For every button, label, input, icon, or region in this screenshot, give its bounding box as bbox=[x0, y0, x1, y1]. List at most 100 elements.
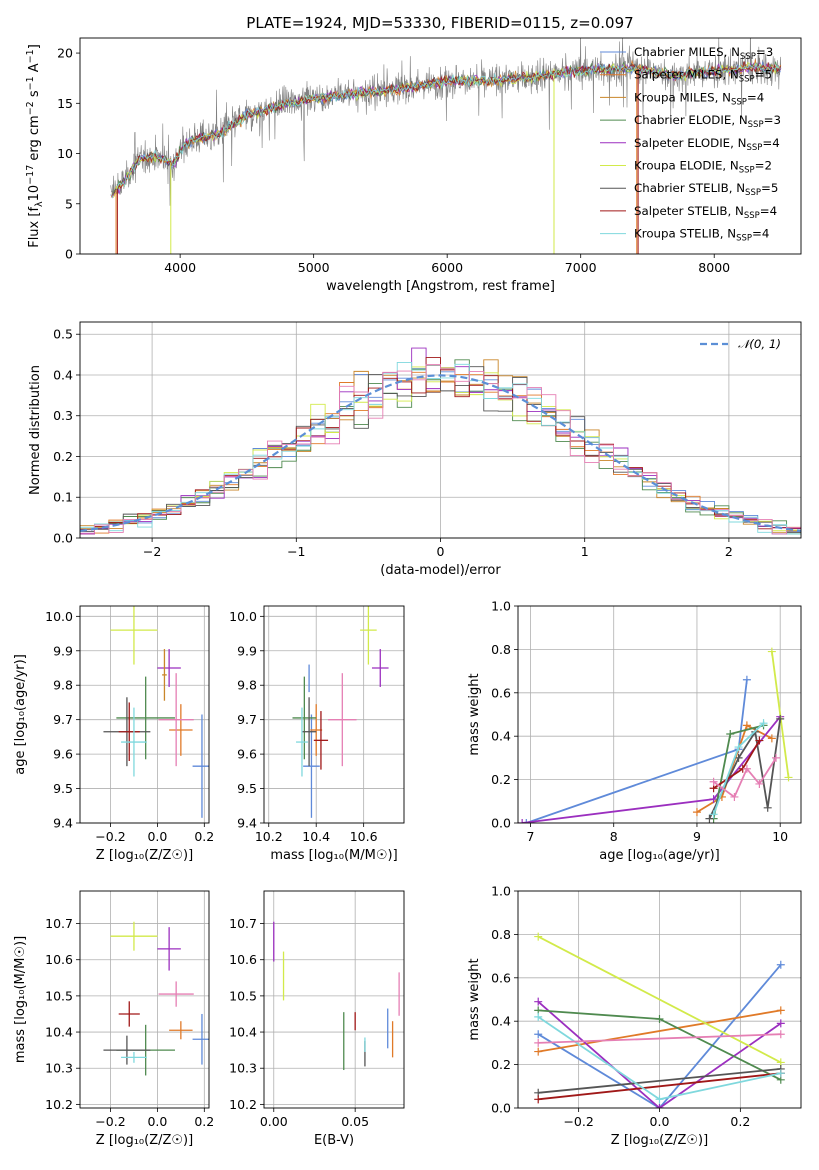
y-tick-label: 15 bbox=[57, 96, 73, 111]
y-tick-label: 0.1 bbox=[53, 490, 73, 505]
mass-weight-marker bbox=[776, 1030, 785, 1039]
mass-weight-series bbox=[771, 651, 790, 778]
y-tick-label: 10.6 bbox=[229, 952, 257, 967]
mass-weight-marker bbox=[755, 736, 764, 745]
x-tick-label: −0.2 bbox=[95, 1114, 125, 1129]
mass-weight-series bbox=[538, 1068, 781, 1094]
x-axis-label: Z [log₁₀(Z/Z☉)] bbox=[96, 848, 193, 863]
legend-entry: Chabrier ELODIE, NSSP=3 bbox=[634, 113, 781, 130]
x-tick-label: 0.0 bbox=[650, 1114, 670, 1129]
y-tick-label: 9.4 bbox=[53, 816, 73, 831]
y-tick-label: 9.6 bbox=[237, 747, 257, 762]
mass-weight-marker bbox=[534, 1095, 543, 1104]
mass-weight-series bbox=[537, 935, 782, 1064]
x-tick-label: 9 bbox=[693, 829, 701, 844]
mass-weight-marker bbox=[655, 1104, 664, 1108]
y-tick-label: 9.6 bbox=[53, 747, 73, 762]
y-tick-label: 0.4 bbox=[53, 367, 73, 382]
mass-weight-series bbox=[537, 1001, 782, 1108]
mass-weight-series bbox=[538, 1033, 781, 1044]
x-tick-label: 10.4 bbox=[302, 829, 330, 844]
legend-entry: Chabrier STELIB, NSSP=5 bbox=[634, 181, 778, 198]
plot-area bbox=[110, 38, 782, 254]
y-axis-label: Normed distribution bbox=[28, 365, 43, 495]
plot-area bbox=[103, 606, 209, 818]
legend-entry: 𝒩(0, 1) bbox=[738, 337, 781, 351]
figure-title: PLATE=1924, MJD=53330, FIBERID=0115, z=0… bbox=[246, 14, 633, 32]
x-axis-label: wavelength [Angstrom, rest frame] bbox=[326, 279, 555, 294]
age-vs-metallicity-panel: −0.2 0.0 0.2 9.4 9.5 9.6 9.7 9.8 9.9 10.0 Z [log₁₀… bbox=[13, 605, 214, 863]
mass-weight-marker bbox=[755, 779, 764, 788]
mass-weight-marker bbox=[709, 777, 718, 786]
legend-entry: Salpeter ELODIE, NSSP=4 bbox=[634, 136, 780, 153]
y-tick-label: 10.5 bbox=[45, 988, 73, 1003]
x-axis-label: mass [log₁₀(M/M☉)] bbox=[270, 848, 397, 863]
y-tick-label: 9.5 bbox=[53, 781, 73, 796]
axes-frame bbox=[79, 37, 802, 255]
x-tick-label: 7 bbox=[527, 829, 535, 844]
legend-entry: Salpeter MILES, NSSP=5 bbox=[634, 68, 772, 85]
y-tick-label: 0.2 bbox=[491, 772, 511, 787]
mass-weight-marker bbox=[730, 792, 739, 801]
mass-weight-marker bbox=[705, 814, 714, 823]
axes-frame bbox=[263, 890, 405, 1109]
mass-weight-marker bbox=[534, 1047, 543, 1056]
plot-area bbox=[518, 647, 793, 823]
x-tick-label: 10.2 bbox=[255, 829, 283, 844]
x-axis-label: E(B-V) bbox=[314, 1133, 354, 1148]
y-tick-label: 9.7 bbox=[53, 712, 73, 727]
x-axis-label: age [log₁₀(age/yr)] bbox=[599, 848, 720, 863]
mass-weight-marker bbox=[742, 764, 751, 773]
y-axis-label: mass [log₁₀(M/M☉)] bbox=[13, 936, 28, 1063]
plot-area bbox=[292, 606, 389, 818]
x-tick-label: 6000 bbox=[431, 260, 463, 275]
y-tick-label: 10.7 bbox=[229, 916, 257, 931]
mass-weight-marker bbox=[767, 647, 776, 656]
y-tick-label: 0.0 bbox=[491, 816, 511, 831]
weight-vs-metallicity-panel: −0.2 0.0 0.2 0.0 0.2 0.4 0.6 0.8 1.0 Z [log₁₀(Z/Z… bbox=[467, 884, 802, 1148]
y-tick-label: 1.0 bbox=[491, 884, 511, 899]
y-tick-label: 9.5 bbox=[237, 781, 257, 796]
x-tick-label: 0.2 bbox=[194, 1114, 214, 1129]
y-axis-label: mass weight bbox=[467, 673, 482, 755]
y-tick-label: 0.0 bbox=[491, 1101, 511, 1116]
axes-frame bbox=[263, 605, 405, 824]
y-tick-label: 0.8 bbox=[491, 927, 511, 942]
x-tick-label: −2 bbox=[143, 544, 161, 559]
y-tick-label: 0.2 bbox=[491, 1057, 511, 1072]
y-tick-label: 10.2 bbox=[229, 1097, 257, 1112]
plot-area bbox=[103, 921, 209, 1076]
mass-weight-marker bbox=[709, 795, 718, 804]
x-axis-label: (data-model)/error bbox=[380, 563, 501, 578]
y-tick-label: 5 bbox=[65, 196, 73, 211]
axes-frame bbox=[517, 890, 802, 1109]
x-tick-label: −0.2 bbox=[95, 829, 125, 844]
y-axis-label: mass weight bbox=[467, 958, 482, 1040]
y-tick-label: 0.4 bbox=[491, 1014, 511, 1029]
x-tick-label: 0.00 bbox=[260, 1114, 288, 1129]
mass-weight-marker bbox=[763, 803, 772, 812]
mass-weight-marker bbox=[784, 773, 793, 782]
y-tick-label: 10.4 bbox=[45, 1025, 73, 1040]
x-axis-label: Z [log₁₀(Z/Z☉)] bbox=[611, 1133, 708, 1148]
mass-weight-marker bbox=[776, 1006, 785, 1015]
spectrum-legend: Chabrier MILES, NSSP=3 Salpeter MILES, NS… bbox=[600, 45, 781, 244]
mass-weight-marker bbox=[709, 810, 718, 819]
y-tick-label: 0.5 bbox=[53, 327, 73, 342]
y-tick-label: 0.2 bbox=[53, 449, 73, 464]
mass-weight-marker bbox=[692, 808, 701, 817]
x-tick-label: 0.2 bbox=[194, 829, 214, 844]
mass-weight-marker bbox=[534, 1030, 543, 1039]
y-axis-label: age [log₁₀(age/yr)] bbox=[13, 654, 28, 775]
axes-frame bbox=[517, 605, 802, 824]
y-tick-label: 10.0 bbox=[229, 609, 257, 624]
mass-weight-marker bbox=[534, 932, 543, 941]
y-tick-label: 0.4 bbox=[491, 729, 511, 744]
plot-area bbox=[534, 932, 785, 1108]
mass-weight-marker bbox=[534, 997, 543, 1006]
mass-weight-marker bbox=[776, 960, 785, 969]
model-spectrum-line bbox=[114, 62, 780, 193]
y-tick-label: 9.8 bbox=[237, 678, 257, 693]
x-tick-label: 5000 bbox=[298, 260, 330, 275]
